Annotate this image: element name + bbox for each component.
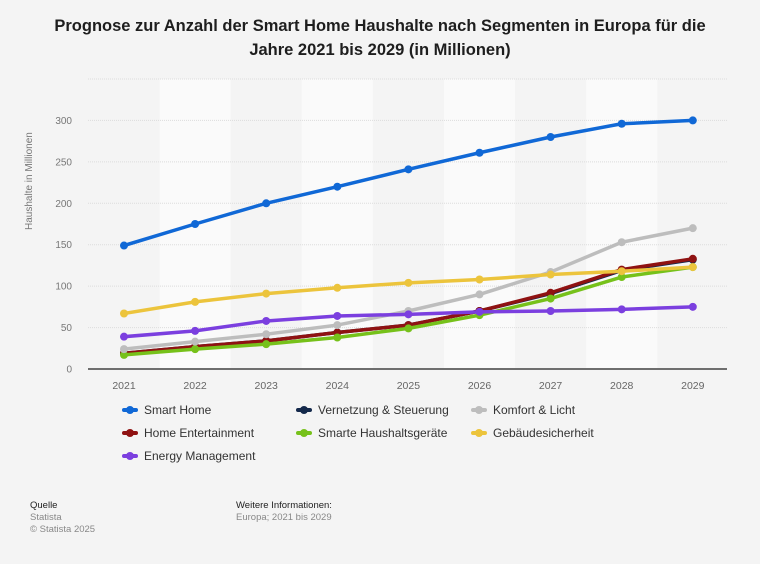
legend-item[interactable]: Komfort & Licht <box>471 403 575 417</box>
legend-label: Komfort & Licht <box>493 403 576 417</box>
data-point[interactable] <box>688 254 697 263</box>
y-tick-label: 200 <box>55 199 72 210</box>
data-point[interactable] <box>120 345 128 354</box>
data-point[interactable] <box>475 307 484 316</box>
legend-label: Smarte Haushaltsgeräte <box>318 426 448 440</box>
data-point[interactable] <box>120 350 128 359</box>
legend-item[interactable]: Energy Management <box>122 449 255 463</box>
legend-marker-icon <box>471 406 487 414</box>
legend-marker-icon <box>122 406 138 414</box>
data-point[interactable] <box>333 182 342 191</box>
info-heading: Weitere Informationen: <box>236 500 332 511</box>
legend-item[interactable]: Home Entertainment <box>122 426 254 440</box>
data-point[interactable] <box>688 116 697 125</box>
y-tick-label: 0 <box>66 365 72 376</box>
data-point[interactable] <box>120 309 128 318</box>
y-tick-labels: 0 50 100 150 200 250 300 <box>55 116 72 376</box>
copyright: © Statista 2025 <box>30 524 96 535</box>
data-point[interactable] <box>475 290 484 299</box>
legend-marker-icon <box>122 429 138 437</box>
legend-item[interactable]: Smart Home <box>122 403 211 417</box>
info-block: Weitere Informationen: Europa; 2021 bis … <box>236 500 332 524</box>
data-point[interactable] <box>688 224 697 233</box>
data-point[interactable] <box>262 289 271 298</box>
y-axis-label: Haushalte in Millionen <box>24 132 35 230</box>
x-tick-label: 2025 <box>397 380 421 392</box>
series-gebäudesicherheit[interactable] <box>120 263 697 318</box>
data-point[interactable] <box>120 241 128 250</box>
data-point[interactable] <box>617 119 626 128</box>
legend-item[interactable]: Smarte Haushaltsgeräte <box>296 426 447 440</box>
x-tick-label: 2028 <box>610 380 634 392</box>
data-point[interactable] <box>404 310 413 319</box>
y-tick-label: 100 <box>55 282 72 293</box>
data-point[interactable] <box>262 316 271 325</box>
legend-label: Home Entertainment <box>144 426 255 440</box>
data-point[interactable] <box>404 324 413 333</box>
y-tick-label: 250 <box>55 157 72 168</box>
legend-label: Energy Management <box>144 449 256 463</box>
series-energy-management[interactable] <box>120 302 697 341</box>
legend-label: Gebäudesicherheit <box>493 426 594 440</box>
x-tick-label: 2021 <box>112 380 136 392</box>
source-block: Quelle Statista © Statista 2025 <box>30 500 95 536</box>
data-point[interactable] <box>475 148 484 157</box>
data-point[interactable] <box>404 278 413 287</box>
y-tick-label: 150 <box>55 240 72 251</box>
data-point[interactable] <box>191 220 200 228</box>
data-point[interactable] <box>191 326 200 335</box>
data-point[interactable] <box>262 199 271 208</box>
data-point[interactable] <box>333 283 342 292</box>
legend-marker-icon <box>471 429 487 437</box>
data-point[interactable] <box>688 302 697 311</box>
source-name[interactable]: Statista <box>30 512 62 523</box>
data-point[interactable] <box>333 333 342 342</box>
data-point[interactable] <box>546 294 555 303</box>
info-text: Europa; 2021 bis 2029 <box>236 512 332 523</box>
data-point[interactable] <box>120 332 128 341</box>
data-point[interactable] <box>617 305 626 314</box>
data-point[interactable] <box>191 297 200 306</box>
series-smart-home[interactable] <box>120 116 697 250</box>
y-tick-label: 50 <box>61 323 73 334</box>
data-point[interactable] <box>333 311 342 320</box>
x-tick-label: 2029 <box>681 380 705 392</box>
legend-label: Vernetzung & Steuerung <box>318 403 449 417</box>
chart-title: Prognose zur Anzahl der Smart Home Haush… <box>54 17 706 59</box>
data-point[interactable] <box>404 165 413 174</box>
x-tick-label: 2022 <box>183 380 207 392</box>
legend-marker-icon <box>296 406 312 414</box>
data-point[interactable] <box>475 275 484 284</box>
data-point[interactable] <box>688 263 697 272</box>
background-band <box>443 79 516 369</box>
x-tick-label: 2027 <box>539 380 563 392</box>
data-point[interactable] <box>262 330 271 339</box>
data-point[interactable] <box>617 238 626 247</box>
legend-marker-icon <box>122 452 138 460</box>
data-point[interactable] <box>333 321 342 330</box>
x-tick-label: 2024 <box>326 380 350 392</box>
data-point[interactable] <box>546 288 555 297</box>
data-point[interactable] <box>617 273 626 282</box>
source-heading: Quelle <box>30 500 58 511</box>
x-tick-label: 2023 <box>255 380 279 392</box>
data-point[interactable] <box>617 267 626 276</box>
legend-item[interactable]: Vernetzung & Steuerung <box>296 403 449 417</box>
data-point[interactable] <box>191 345 200 354</box>
legend-marker-icon <box>296 429 312 437</box>
x-tick-label: 2026 <box>468 380 492 392</box>
x-tick-labels: 2021 2022 2023 2024 2025 2026 2027 2028 2029 <box>112 380 704 392</box>
data-point[interactable] <box>191 337 200 346</box>
data-point[interactable] <box>546 307 555 315</box>
series-lines <box>120 116 697 359</box>
legend-label: Smart Home <box>144 403 212 417</box>
data-point[interactable] <box>546 133 555 141</box>
y-tick-label: 300 <box>55 116 72 127</box>
data-point[interactable] <box>546 270 555 279</box>
legend-item[interactable]: Gebäudesicherheit <box>471 426 594 440</box>
data-point[interactable] <box>262 340 271 349</box>
